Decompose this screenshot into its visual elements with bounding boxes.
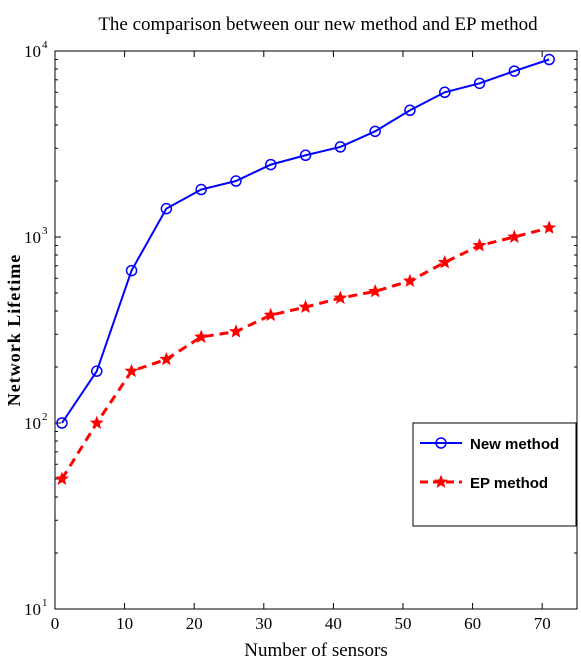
legend: New method EP method <box>412 422 577 527</box>
x-tick-label: 10 <box>116 614 133 633</box>
y-tick-label: 10 <box>24 600 41 619</box>
x-tick-label: 60 <box>464 614 481 633</box>
data-point-new-method <box>404 104 416 117</box>
chart-title: The comparison between our new method an… <box>98 14 538 35</box>
x-tick-label: 50 <box>395 614 412 633</box>
data-point-ep-method <box>228 324 243 338</box>
y-tick-label-exponent: 1 <box>42 597 48 609</box>
series-layer <box>54 53 557 485</box>
x-tick-label: 70 <box>534 614 551 633</box>
data-point-new-method <box>439 86 451 99</box>
data-point-new-method <box>369 125 381 138</box>
data-point-ep-method <box>507 229 522 243</box>
y-tick-label: 10 <box>24 228 41 247</box>
legend-label-ep-method: EP method <box>470 475 548 492</box>
data-point-ep-method <box>542 220 557 234</box>
data-point-new-method <box>508 65 521 77</box>
legend-label-new-method: New method <box>470 436 559 453</box>
data-point-ep-method <box>437 255 452 269</box>
data-point-new-method <box>334 141 347 153</box>
x-tick-label: 30 <box>255 614 272 633</box>
y-axis-label: Network Lifetime <box>4 254 24 406</box>
y-tick-label-exponent: 4 <box>42 39 48 51</box>
legend-box <box>412 422 577 527</box>
data-point-ep-method <box>194 329 209 343</box>
data-point-ep-method <box>263 307 278 322</box>
data-point-new-method <box>299 149 312 162</box>
y-tick-label: 10 <box>24 414 41 433</box>
data-point-new-method <box>125 264 138 277</box>
data-point-new-method <box>160 202 173 215</box>
data-point-new-method <box>91 365 103 377</box>
data-point-ep-method <box>472 238 487 252</box>
data-point-ep-method <box>298 299 313 314</box>
y-tick-label-exponent: 3 <box>42 225 48 237</box>
data-point-ep-method <box>159 351 174 366</box>
data-point-new-method <box>195 183 207 196</box>
data-point-ep-method <box>368 284 383 298</box>
data-point-ep-method <box>54 471 69 485</box>
legend-marker-ep-method <box>433 474 449 488</box>
y-tick-label-exponent: 2 <box>42 411 48 423</box>
data-point-ep-method <box>333 290 348 304</box>
data-point-ep-method <box>402 273 417 287</box>
data-point-new-method <box>56 417 68 429</box>
x-axis-label: Number of sensors <box>244 640 388 661</box>
data-point-new-method <box>230 175 242 187</box>
data-point-new-method <box>543 53 555 66</box>
series-line-new-method <box>61 58 550 424</box>
data-point-ep-method <box>89 415 104 429</box>
data-point-new-method <box>265 158 277 171</box>
data-point-ep-method <box>124 363 139 378</box>
legend-marker-new-method <box>435 437 447 449</box>
data-point-new-method <box>473 77 486 90</box>
x-tick-label: 40 <box>325 614 342 633</box>
y-tick-label: 10 <box>24 42 41 61</box>
x-tick-label: 0 <box>51 614 60 633</box>
x-tick-label: 20 <box>186 614 203 633</box>
